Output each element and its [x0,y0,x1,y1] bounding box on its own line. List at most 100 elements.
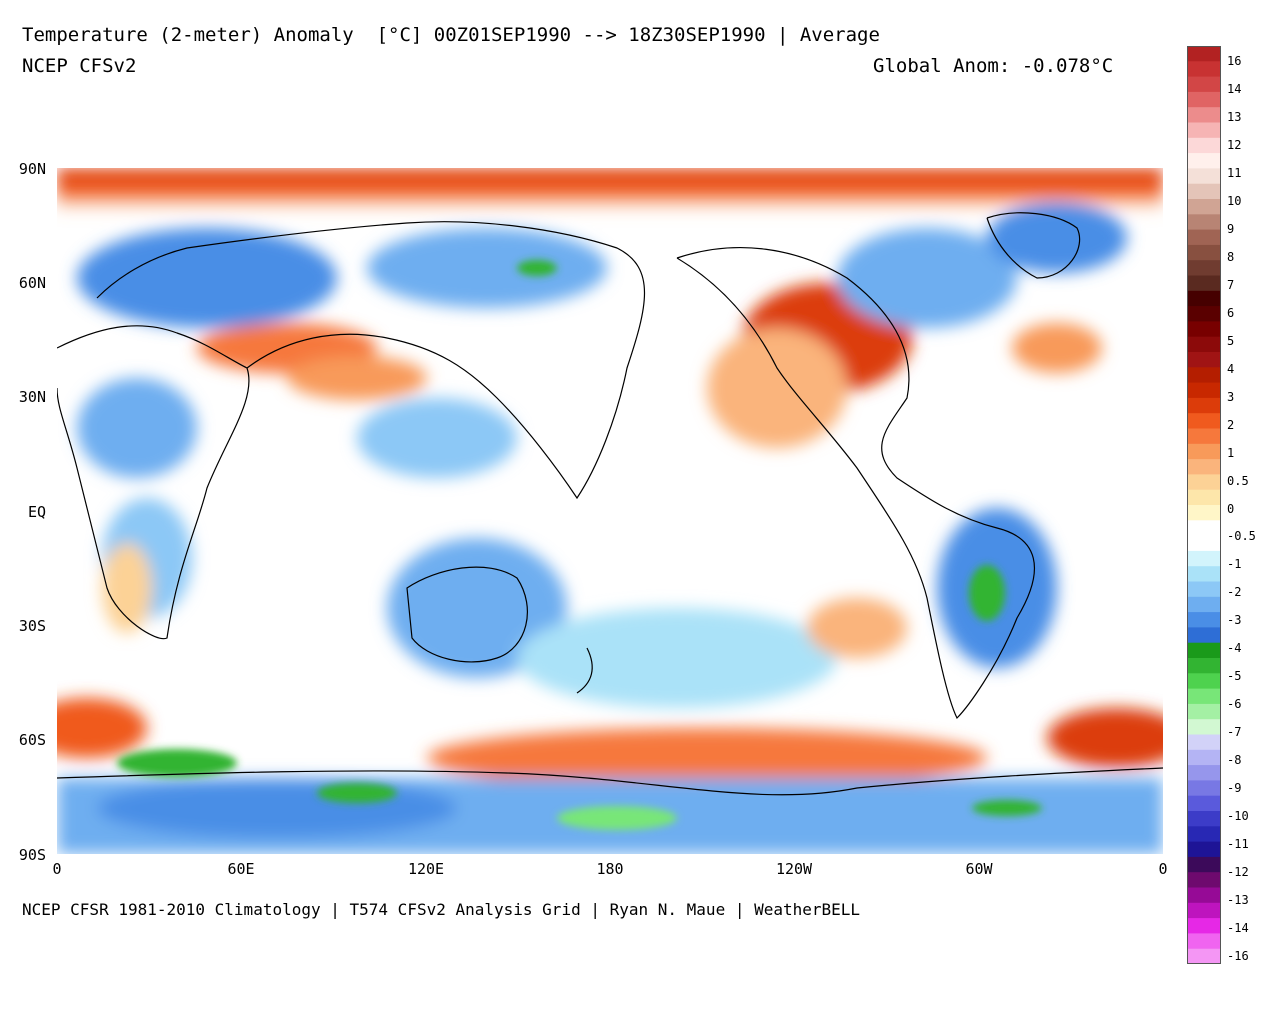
colorbar-swatch [1187,872,1221,888]
map-footer: NCEP CFSR 1981-2010 Climatology | T574 C… [22,900,861,919]
colorbar-label: 10 [1227,193,1242,208]
colorbar-swatch [1187,107,1221,123]
colorbar-label: 13 [1227,109,1242,124]
colorbar-swatch [1187,61,1221,78]
colorbar-swatch [1187,948,1221,964]
colorbar-swatch [1187,459,1221,475]
colorbar-swatch [1187,413,1221,429]
colorbar-label: -14 [1227,921,1249,936]
colorbar-label: 5 [1227,333,1235,348]
colorbar-swatch [1187,566,1221,582]
colorbar-swatch [1187,244,1221,261]
lon-label-0-right: 0 [1158,860,1168,878]
colorbar-label: 14 [1227,81,1242,96]
colorbar-swatch [1187,336,1221,353]
colorbar-swatch [1187,321,1221,338]
colorbar-swatch [1187,91,1221,108]
colorbar-swatch [1187,703,1221,720]
colorbar-label: -10 [1227,809,1249,824]
lon-label-120w: 120W [775,860,813,878]
colorbar-label: 12 [1227,137,1242,152]
lon-label-60w: 60W [965,860,993,878]
colorbar-swatch [1187,137,1221,154]
colorbar-swatch [1187,260,1221,276]
lon-label-0-left: 0 [52,860,62,878]
lat-label-90s: 90S [18,846,46,864]
colorbar-label: 8 [1227,249,1235,264]
colorbar-swatch [1187,826,1221,843]
colorbar-swatch [1187,841,1221,858]
colorbar-label: 2 [1227,417,1235,432]
colorbar-label: 1 [1227,445,1235,460]
colorbar-swatch [1187,367,1221,384]
colorbar-swatch [1187,933,1221,950]
lat-label-60s: 60S [18,731,46,749]
colorbar-swatch [1187,489,1221,506]
colorbar-label: -6 [1227,697,1242,712]
colorbar-swatch [1187,474,1221,491]
colorbar-swatch [1187,76,1221,93]
colorbar-label: -9 [1227,781,1242,796]
colorbar-swatch [1187,46,1221,62]
colorbar-label: -0.5 [1227,529,1256,544]
lon-label-180: 180 [596,860,624,878]
anomaly-map [57,168,1163,854]
colorbar-swatch [1187,505,1221,521]
colorbar-label: -12 [1227,865,1249,880]
colorbar-swatch [1187,612,1221,628]
anomaly-field [57,168,1163,854]
colorbar-label: -7 [1227,725,1242,740]
colorbar-swatch [1187,765,1221,781]
colorbar-swatch [1187,780,1221,797]
colorbar-swatch [1187,856,1221,873]
colorbar-swatch [1187,811,1221,827]
lat-label-90n: 90N [18,160,46,178]
colorbar-swatch [1187,183,1221,200]
colorbar-swatch [1187,918,1221,934]
colorbar-swatch [1187,382,1221,399]
colorbar-swatch [1187,199,1221,215]
colorbar [1187,46,1221,964]
lon-label-60e: 60E [227,860,255,878]
colorbar-label: -8 [1227,753,1242,768]
colorbar-label: -3 [1227,613,1242,628]
map-title: Temperature (2-meter) Anomaly [°C] 00Z01… [22,24,880,46]
colorbar-swatch [1187,581,1221,598]
colorbar-swatch [1187,290,1221,307]
colorbar-swatch [1187,275,1221,292]
colorbar-swatch [1187,306,1221,322]
colorbar-swatch [1187,795,1221,812]
colorbar-swatch [1187,642,1221,659]
colorbar-label: 0 [1227,501,1235,516]
colorbar-swatch [1187,673,1221,690]
model-name: NCEP CFSv2 [22,55,137,77]
colorbar-label: 6 [1227,305,1235,320]
colorbar-swatch [1187,352,1221,368]
lat-label-30s: 30S [18,617,46,635]
colorbar-swatch [1187,734,1221,751]
colorbar-swatch [1187,443,1221,460]
colorbar-label: 11 [1227,165,1242,180]
colorbar-swatch [1187,902,1221,919]
colorbar-label: 16 [1227,54,1242,68]
colorbar-swatch [1187,627,1221,644]
colorbar-swatch [1187,596,1221,613]
colorbar-swatch [1187,428,1221,445]
colorbar-label: 3 [1227,389,1235,404]
colorbar-border [1187,46,1221,964]
colorbar-swatch [1187,688,1221,705]
colorbar-label: -11 [1227,837,1249,852]
colorbar-swatch [1187,658,1221,674]
lat-label-30n: 30N [18,388,46,406]
colorbar-label: 9 [1227,221,1235,236]
colorbar-label: -2 [1227,585,1242,600]
colorbar-swatch [1187,719,1221,735]
lat-label-60n: 60N [18,274,46,292]
colorbar-label: -1 [1227,557,1242,572]
colorbar-swatch [1187,122,1221,139]
colorbar-label: -16 [1227,949,1249,963]
colorbar-swatch [1187,520,1221,537]
colorbar-swatch [1187,153,1221,169]
colorbar-swatch [1187,397,1221,414]
colorbar-label: -4 [1227,641,1242,656]
